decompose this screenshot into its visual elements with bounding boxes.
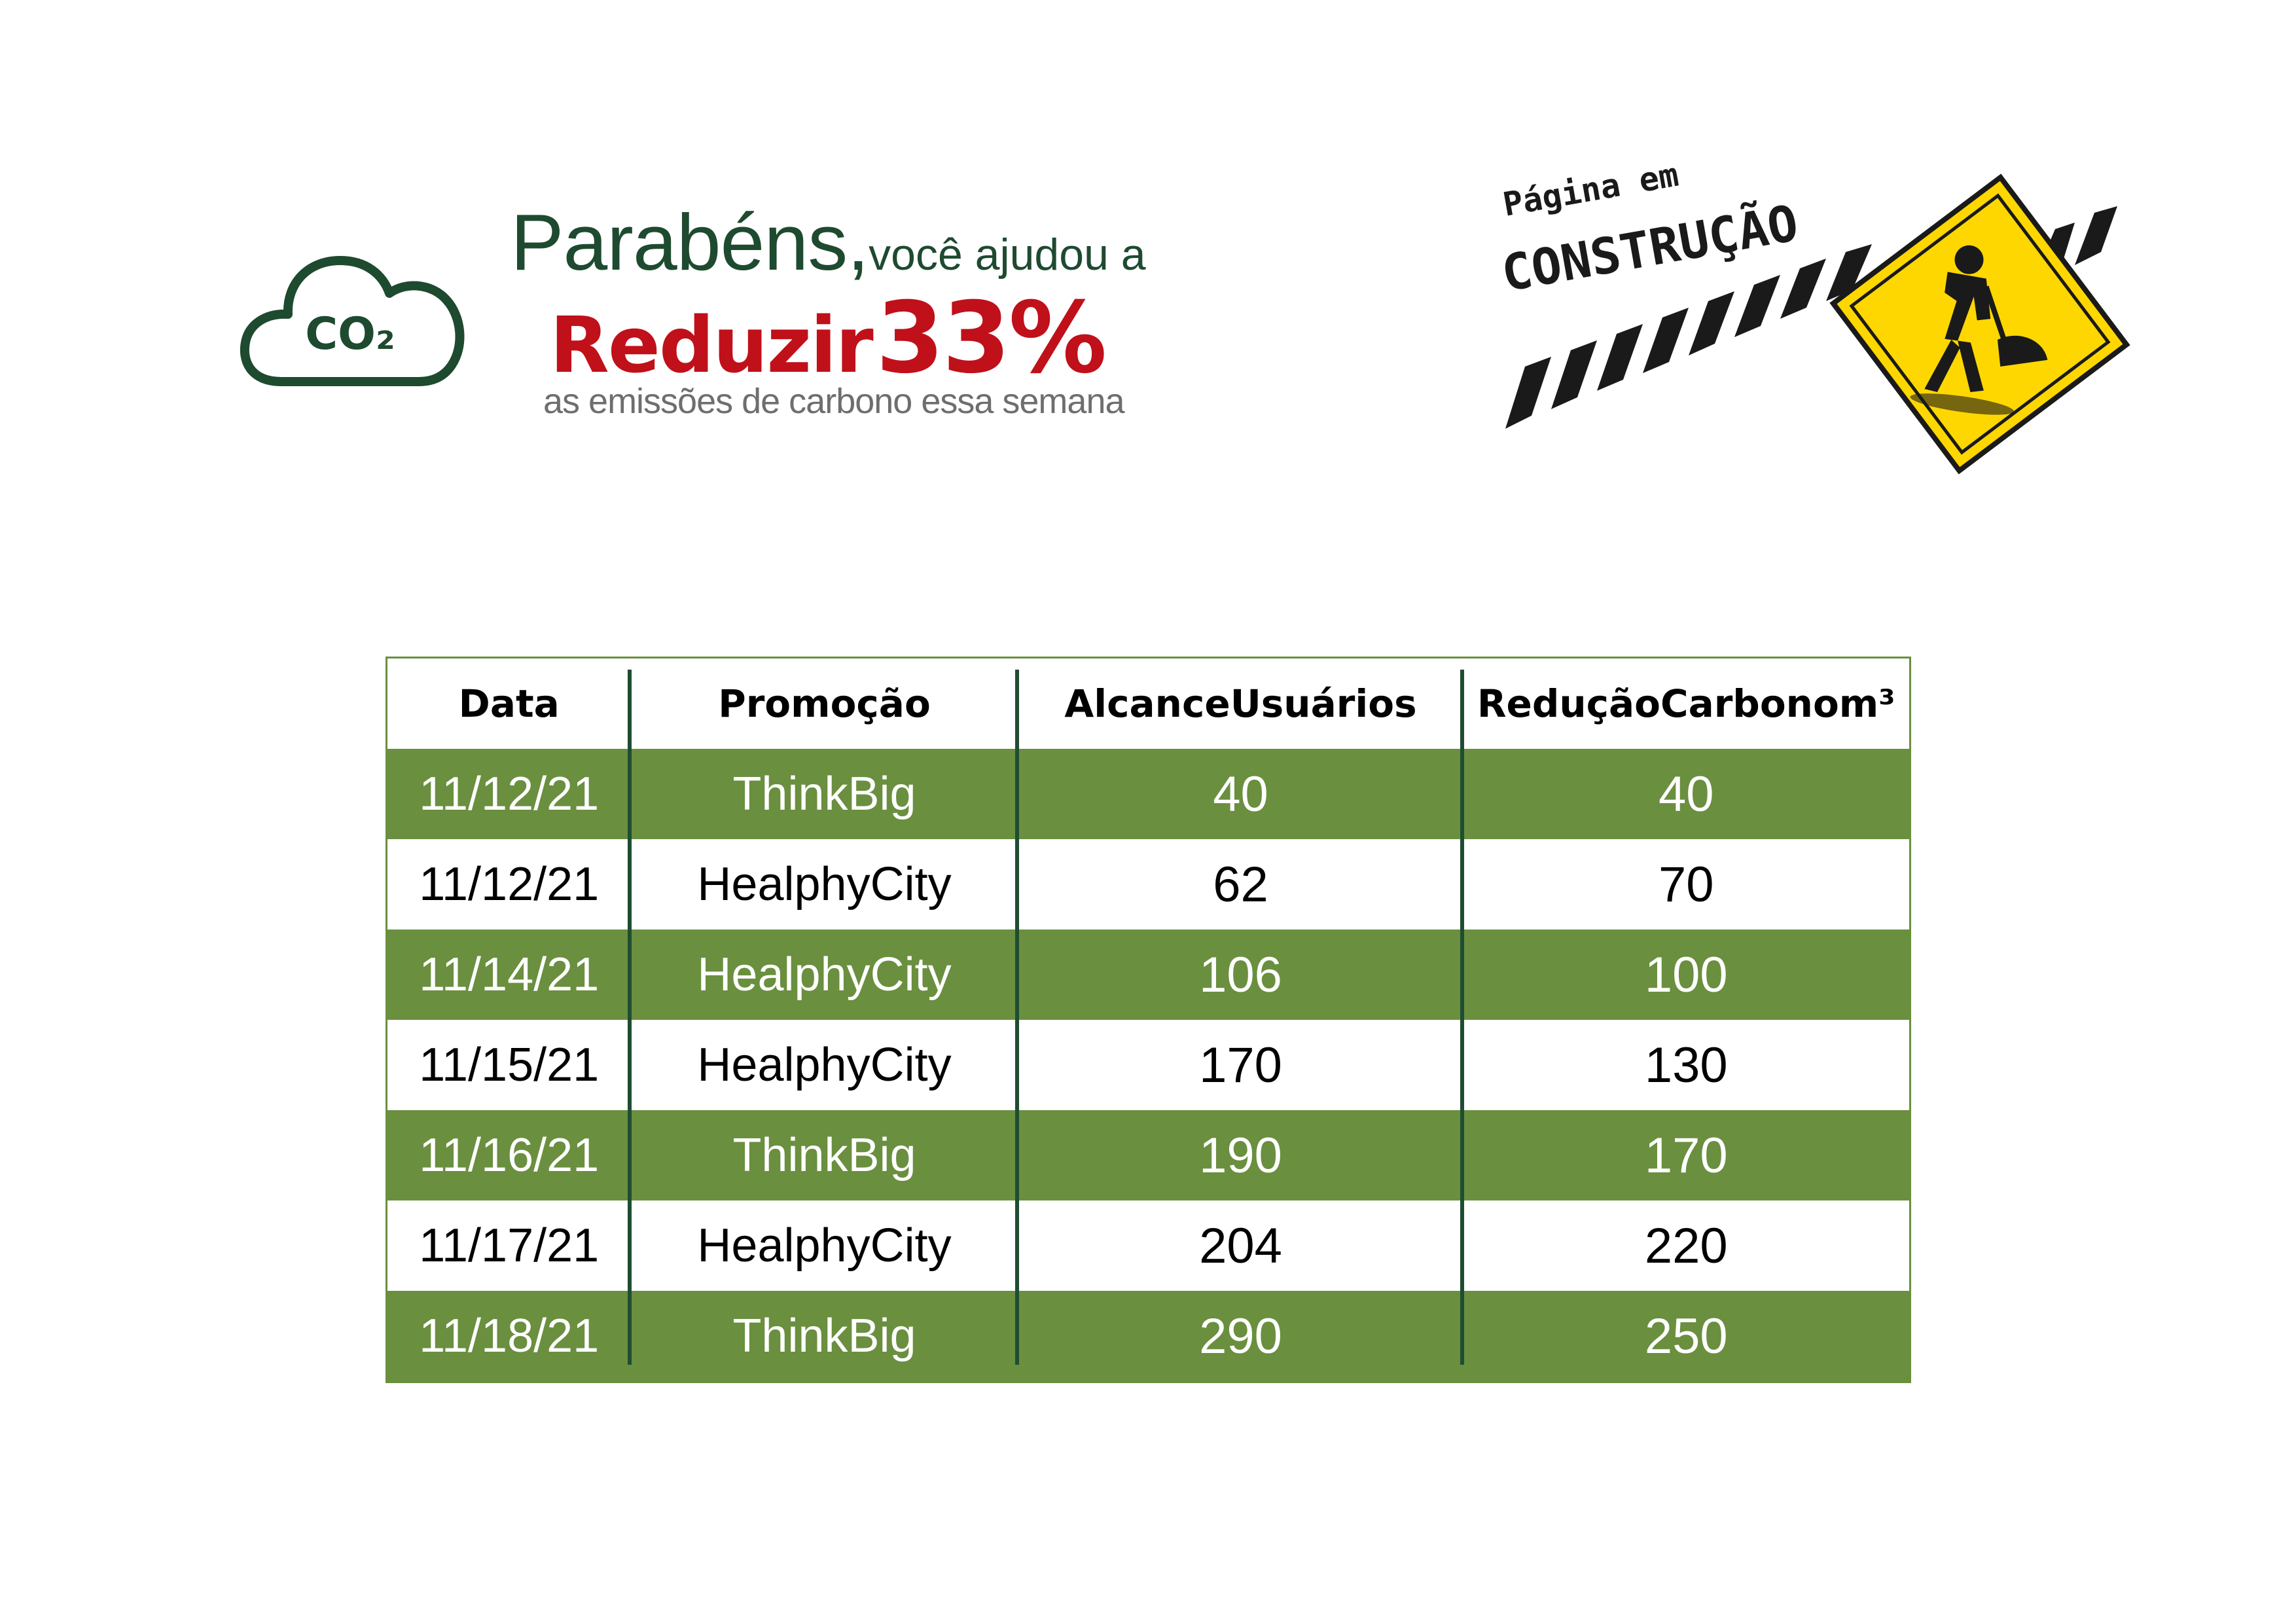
cell-reach: 290 — [1018, 1291, 1463, 1382]
table-row: 11/14/21 HealphyCity 106 100 — [386, 929, 1910, 1020]
cell-date: 11/15/21 — [419, 1039, 600, 1091]
headline-reduce: Reduzir — [550, 300, 874, 390]
cell-promo: ThinkBig — [630, 749, 1018, 839]
cell-promo: ThinkBig — [630, 1291, 1018, 1382]
headline: Parabéns,você ajudou a Reduzir 33% as em… — [511, 196, 1230, 432]
construction-warning-sign-icon: Página em CONSTRUÇÃO — [1497, 167, 2130, 475]
header-promocao: Promoção — [630, 657, 1018, 749]
headline-helped: você ajudou a — [869, 230, 1146, 280]
co2-label: CO₂ — [305, 308, 395, 360]
cell-carbon: 220 — [1644, 1218, 1728, 1274]
cell-carbon: 130 — [1644, 1037, 1728, 1093]
cell-reach: 40 — [1018, 749, 1463, 839]
cell-carbon: 170 — [1463, 1110, 1910, 1200]
cell-date: 11/18/21 — [386, 1291, 631, 1382]
co2-cloud-icon: CO₂ — [240, 256, 465, 386]
table-row: 11/17/21 HealphyCity 204 220 — [387, 1200, 1910, 1291]
table-row: 11/12/21 ThinkBig 40 40 — [386, 749, 1910, 839]
table-header-row: Data Promoção AlcanceUsuários ReduçãoCar… — [386, 657, 1910, 749]
headline-percent: 33% — [876, 281, 1107, 395]
headline-congrats: Parabéns, — [511, 198, 869, 287]
sign-line1: Página em — [1500, 167, 1681, 224]
column-divider — [628, 670, 632, 1365]
cell-promo: HealphyCity — [630, 929, 1018, 1020]
cell-date: 11/17/21 — [419, 1219, 600, 1272]
cell-date: 11/16/21 — [386, 1110, 631, 1200]
cell-reach: 190 — [1018, 1110, 1463, 1200]
cell-promo: ThinkBig — [630, 1110, 1018, 1200]
data-table-container: Data Promoção AlcanceUsuários ReduçãoCar… — [386, 657, 1911, 1383]
cell-carbon: 70 — [1658, 856, 1714, 912]
table-row: 11/15/21 HealphyCity 170 130 — [387, 1020, 1910, 1110]
cell-promo: HealphyCity — [697, 1039, 952, 1091]
header-data: Data — [386, 657, 631, 749]
column-divider — [1460, 670, 1464, 1365]
headline-subtitle: as emissões de carbono essa semana — [543, 382, 1125, 421]
data-table: Data Promoção AlcanceUsuários ReduçãoCar… — [386, 657, 1911, 1383]
cell-reach: 204 — [1199, 1218, 1282, 1274]
table-row: 11/12/21 HealphyCity 62 70 — [387, 839, 1910, 929]
table-row: 11/18/21 ThinkBig 290 250 — [386, 1291, 1910, 1382]
cell-reach: 106 — [1018, 929, 1463, 1020]
header-reducao-carbono: ReduçãoCarbonom³ — [1463, 657, 1910, 749]
table-row: 11/16/21 ThinkBig 190 170 — [386, 1110, 1910, 1200]
cell-date: 11/12/21 — [386, 749, 631, 839]
cell-reach: 62 — [1213, 856, 1268, 912]
header-alcance-usuarios: AlcanceUsuários — [1018, 657, 1463, 749]
cell-date: 11/14/21 — [386, 929, 631, 1020]
cell-promo: HealphyCity — [697, 858, 952, 911]
cell-carbon: 250 — [1463, 1291, 1910, 1382]
column-divider — [1015, 670, 1019, 1365]
cell-carbon: 100 — [1463, 929, 1910, 1020]
cell-reach: 170 — [1199, 1037, 1282, 1093]
cell-carbon: 40 — [1463, 749, 1910, 839]
cell-date: 11/12/21 — [419, 858, 600, 911]
cell-promo: HealphyCity — [697, 1219, 952, 1272]
